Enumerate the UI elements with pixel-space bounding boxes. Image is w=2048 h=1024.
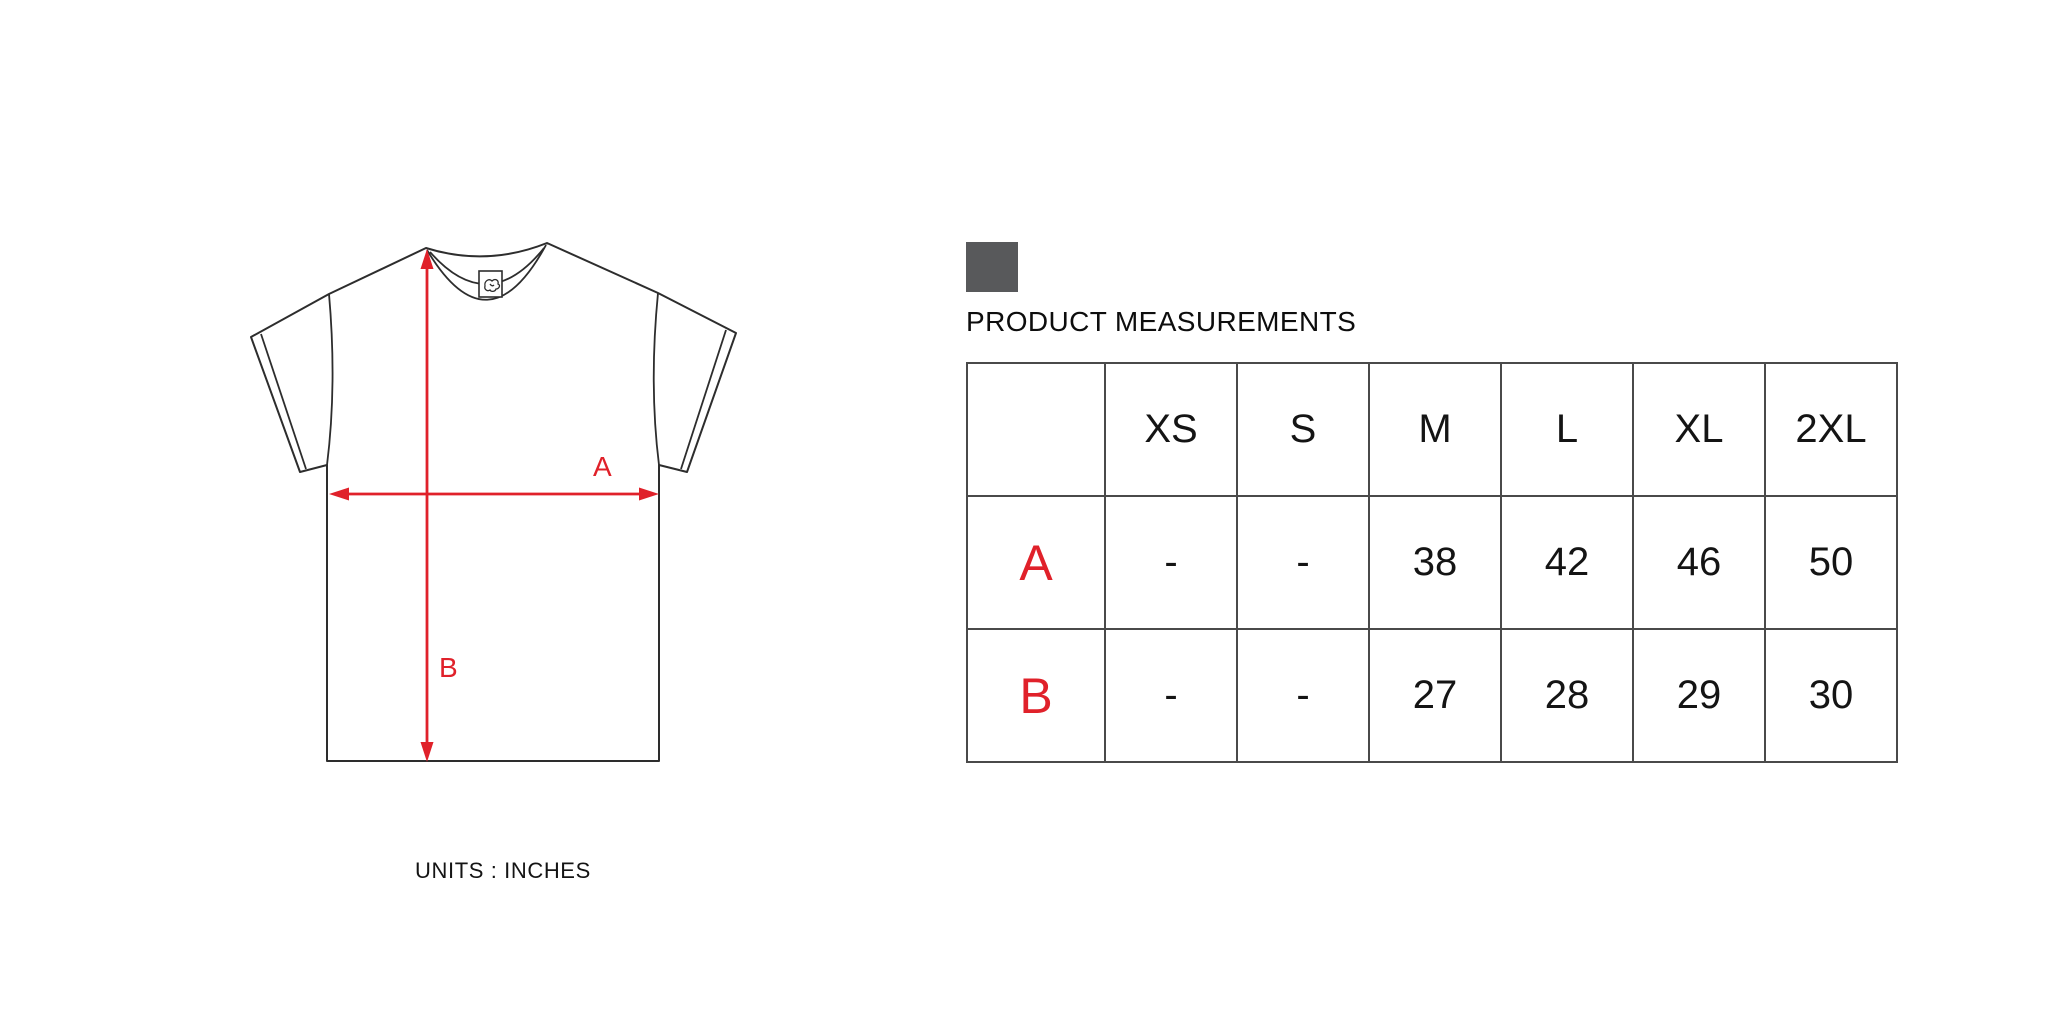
sleeve-cuff-fold-left xyxy=(260,333,307,470)
width-arrowhead-right xyxy=(639,487,659,501)
width-arrow-label: A xyxy=(593,451,612,482)
cell-b-l: 28 xyxy=(1500,628,1634,763)
cell-b-2xl: 30 xyxy=(1764,628,1898,763)
header-cell-l: L xyxy=(1500,362,1634,497)
sleeve-cuff-fold-right xyxy=(680,329,727,470)
header-cell-2xl: 2XL xyxy=(1764,362,1898,497)
length-arrow xyxy=(420,249,434,762)
units-note: UNITS : INCHES xyxy=(415,858,591,883)
table-header-row: XS S M L XL 2XL xyxy=(966,362,1898,497)
cell-b-m: 27 xyxy=(1368,628,1502,763)
cell-a-2xl: 50 xyxy=(1764,495,1898,630)
collar-brand-logo-icon xyxy=(484,278,501,293)
table-row-b: B - - 27 28 29 30 xyxy=(966,628,1898,763)
cell-a-xs: - xyxy=(1104,495,1238,630)
collar-band-lower xyxy=(426,244,547,301)
tshirt-outline xyxy=(250,242,737,762)
row-label-b: B xyxy=(966,628,1106,763)
cell-b-s: - xyxy=(1236,628,1370,763)
length-arrowhead-top xyxy=(420,249,434,269)
header-cell-xs: XS xyxy=(1104,362,1238,497)
cell-a-m: 38 xyxy=(1368,495,1502,630)
cell-b-xl: 29 xyxy=(1632,628,1766,763)
header-cell-m: M xyxy=(1368,362,1502,497)
color-swatch xyxy=(966,242,1018,292)
table-row-a: A - - 38 42 46 50 xyxy=(966,495,1898,630)
cell-a-xl: 46 xyxy=(1632,495,1766,630)
section-title: PRODUCT MEASUREMENTS xyxy=(966,306,1357,337)
row-label-a: A xyxy=(966,495,1106,630)
length-arrowhead-bottom xyxy=(420,742,434,762)
width-arrowhead-left xyxy=(329,487,349,501)
armhole-seam-left xyxy=(326,293,334,466)
cell-a-l: 42 xyxy=(1500,495,1634,630)
measurements-table: XS S M L XL 2XL A - - 38 42 46 50 B - - … xyxy=(966,362,1898,763)
header-cell-blank xyxy=(966,362,1106,497)
width-arrow xyxy=(329,487,659,501)
header-cell-s: S xyxy=(1236,362,1370,497)
header-cell-xl: XL xyxy=(1632,362,1766,497)
cell-b-xs: - xyxy=(1104,628,1238,763)
cell-a-s: - xyxy=(1236,495,1370,630)
length-arrow-label: B xyxy=(439,652,458,683)
armhole-seam-right xyxy=(652,292,660,466)
